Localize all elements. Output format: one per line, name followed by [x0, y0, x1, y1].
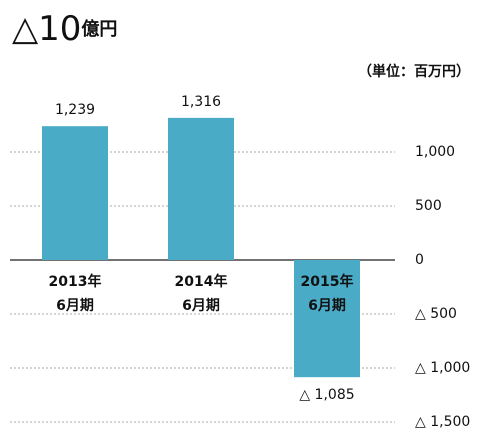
- value-label: 1,316: [181, 94, 221, 110]
- y-tick-label: △ 500: [415, 306, 457, 322]
- bar: [294, 260, 360, 378]
- x-tick-label: 2014年 6月期: [174, 274, 228, 314]
- x-tick-label: 2013年 6月期: [48, 274, 102, 314]
- bar: [168, 117, 234, 260]
- title-unit: 億円: [81, 18, 117, 40]
- title-main: △10: [12, 9, 81, 49]
- bar: [42, 126, 108, 260]
- unit-label: （単位：百万円）: [358, 63, 470, 80]
- chart-title: △10億円: [12, 9, 117, 49]
- value-label: 1,239: [55, 102, 95, 118]
- x-tick-label: 2015年 6月期: [300, 274, 354, 314]
- value-label: △ 1,085: [299, 387, 354, 403]
- y-tick-label: 0: [415, 252, 424, 268]
- y-tick-label: △ 1,500: [415, 414, 470, 430]
- y-tick-label: △ 1,000: [415, 360, 470, 376]
- y-tick-label: 1,000: [415, 144, 455, 160]
- y-tick-label: 500: [415, 198, 442, 214]
